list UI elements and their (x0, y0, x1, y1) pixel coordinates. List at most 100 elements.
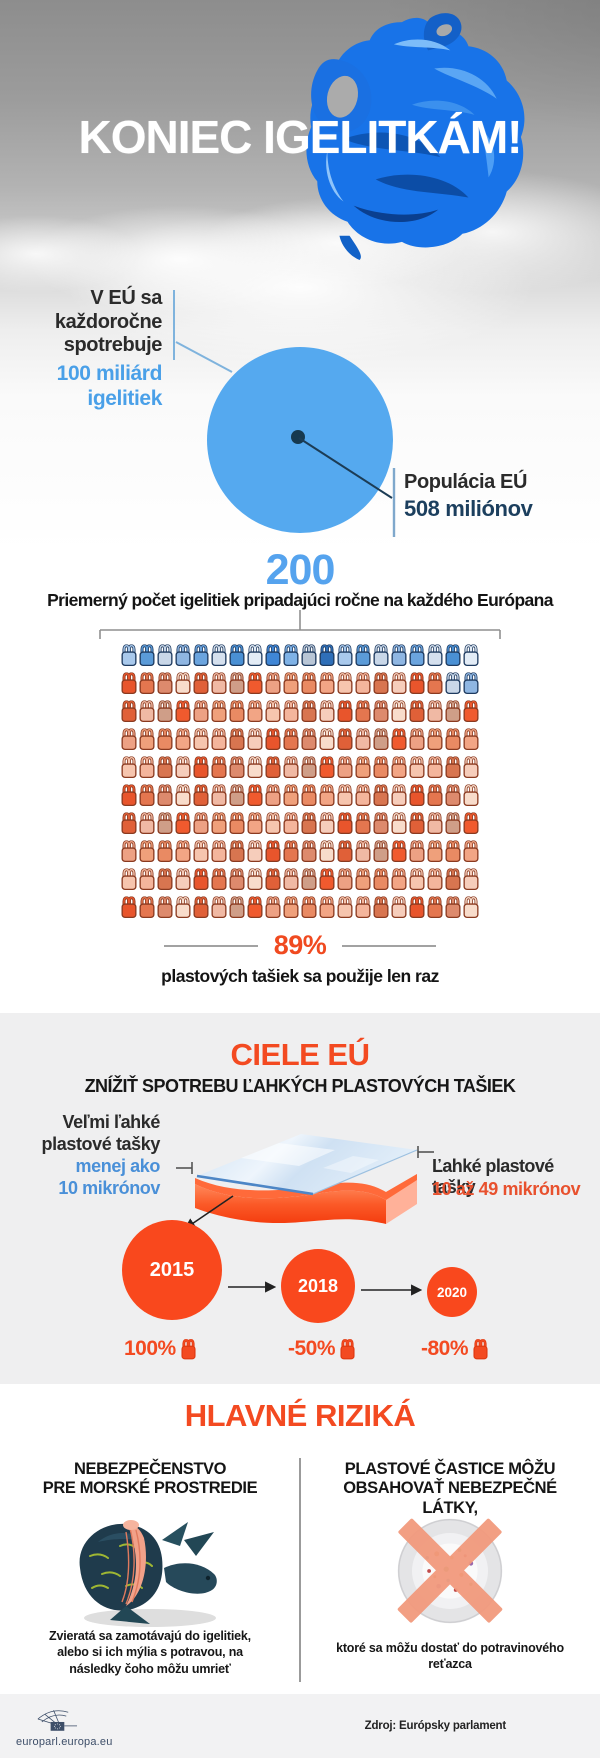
bag-icon (301, 728, 317, 751)
goal-circle-2015: 2015 (122, 1220, 222, 1320)
bag-icon (355, 868, 371, 891)
bag-icon (355, 840, 371, 863)
bag-icon (265, 644, 281, 667)
bag-icon (211, 644, 227, 667)
bag-icon (373, 672, 389, 695)
bag-icon (193, 728, 209, 751)
bag-icon (157, 868, 173, 891)
bag-icon (445, 896, 461, 919)
goal-value-2020: -80% (421, 1337, 488, 1361)
stat-rule-left (163, 944, 258, 947)
bag-icon (139, 672, 155, 695)
bag-icon (463, 868, 479, 891)
bag-icon (463, 896, 479, 919)
bag-icon (337, 896, 353, 919)
bag-icon (391, 700, 407, 723)
bag-icon (229, 896, 245, 919)
bag-icon (247, 672, 263, 695)
bag-icon (265, 840, 281, 863)
population-value: 508 miliónov (404, 496, 533, 521)
bag-icon (463, 784, 479, 807)
bag-icon (175, 700, 191, 723)
bag-icon (373, 896, 389, 919)
bag-icon (319, 700, 335, 723)
blue-plastic-bag-illustration (306, 13, 525, 260)
bag-icon (391, 896, 407, 919)
bag-icon (427, 728, 443, 751)
bag-icon (193, 756, 209, 779)
bag-icon (355, 812, 371, 835)
bag-icon (337, 840, 353, 863)
bag-icon (373, 784, 389, 807)
bag-icon (193, 896, 209, 919)
footer-source: Zdroj: Európsky parlament (364, 1720, 507, 1732)
light-bags-label: Ľahké plastové tašky (432, 1156, 554, 1197)
bag-icon (247, 756, 263, 779)
bag-icon (409, 756, 425, 779)
goal-circle-2020: 2020 (427, 1267, 477, 1317)
goal-year-2015: 2015 (149, 1258, 195, 1281)
bag-icon (283, 672, 299, 695)
bag-icon (157, 728, 173, 751)
risks-title: HLAVNÉ RIZIKÁ (184, 1398, 416, 1433)
bag-icon (265, 700, 281, 723)
bag-icon (409, 840, 425, 863)
bag-icon (427, 756, 443, 779)
bag-icon (265, 756, 281, 779)
bag-icon (463, 728, 479, 751)
bag-icon (121, 812, 137, 835)
bag-icon (139, 840, 155, 863)
bag-icon (301, 812, 317, 835)
bag-icon (445, 644, 461, 667)
bag-icon (391, 784, 407, 807)
bag-icon (121, 644, 137, 667)
bag-icon (409, 896, 425, 919)
bag-icon (175, 728, 191, 751)
bag-icon (319, 644, 335, 667)
bag-icon (181, 1339, 196, 1360)
bag-icon (319, 812, 335, 835)
bag-icon (337, 812, 353, 835)
bag-icon (247, 728, 263, 751)
bag-icon (427, 672, 443, 695)
bag-icon (175, 868, 191, 891)
bag-icon (463, 644, 479, 667)
bag-icon (301, 672, 317, 695)
risk-right-heading: PLASTOVÉ ČASTICE MÔŽU OBSAHOVAŤ NEBEZPEČ… (343, 1460, 557, 1517)
bag-icon (229, 728, 245, 751)
bag-icon (247, 700, 263, 723)
goal-circle-2018: 2018 (281, 1249, 355, 1323)
bag-icon (121, 784, 137, 807)
bag-icon (373, 644, 389, 667)
bag-icon (193, 840, 209, 863)
bag-icon (283, 700, 299, 723)
bag-icon (373, 812, 389, 835)
bag-icon (445, 868, 461, 891)
bag-icon (265, 784, 281, 807)
bag-icon (373, 728, 389, 751)
bag-icon (337, 756, 353, 779)
bag-icon (211, 672, 227, 695)
goal-percent-2015: 100% (124, 1337, 176, 1360)
bag-icon (193, 644, 209, 667)
bag-icon (301, 896, 317, 919)
bag-icon (193, 672, 209, 695)
bag-icon (427, 700, 443, 723)
bag-icon (445, 840, 461, 863)
bag-icon (265, 896, 281, 919)
goal-year-2020: 2020 (436, 1284, 468, 1300)
stat-rule-right (342, 944, 437, 947)
goal-percent-2018: -50% (288, 1337, 336, 1360)
bag-icon (337, 672, 353, 695)
page-title: KONIEC IGELITKÁM! (78, 111, 523, 163)
bag-icon (157, 672, 173, 695)
bag-icon (409, 812, 425, 835)
per-capita-number: 200 (265, 546, 336, 594)
bag-icon (247, 896, 263, 919)
bag-icon (247, 784, 263, 807)
bag-icon (355, 896, 371, 919)
bag-icon (229, 700, 245, 723)
goal-percent-2020: -80% (421, 1337, 469, 1360)
bag-icon (175, 784, 191, 807)
